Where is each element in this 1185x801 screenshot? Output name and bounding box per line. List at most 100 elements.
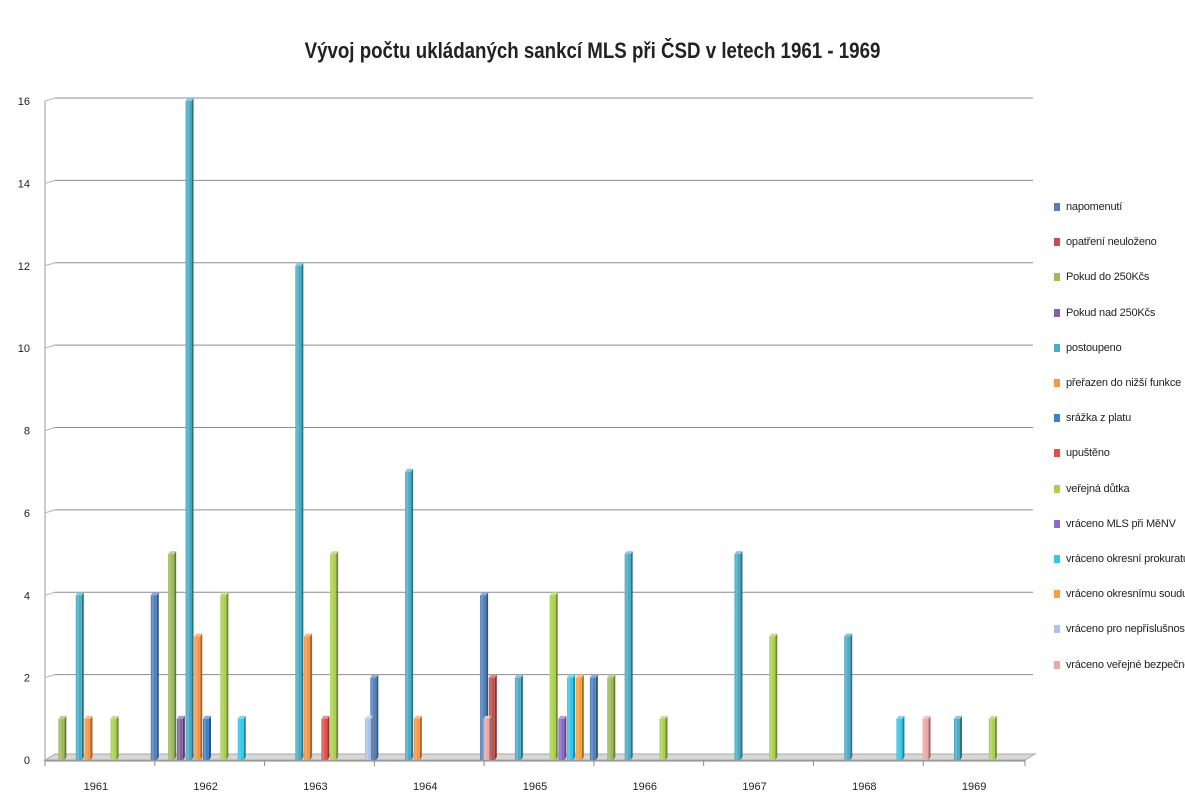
legend-label: vráceno okresnímu soudu (1066, 588, 1185, 601)
bar-highlight (322, 718, 325, 760)
x-tick-label: 1966 (633, 781, 657, 793)
bar-top (488, 674, 497, 678)
bar-top (922, 715, 931, 719)
bar-highlight (484, 718, 487, 760)
bar-highlight (111, 718, 114, 760)
bar-top (150, 592, 159, 596)
bar-side (191, 98, 194, 760)
bar-highlight (406, 471, 409, 760)
legend-swatch (1054, 449, 1060, 458)
legend-swatch (1054, 414, 1060, 423)
legend-label: vráceno pro nepříslušnost (1066, 623, 1185, 636)
bar-highlight (76, 595, 79, 760)
legend-label: vráceno okresní prokuratuře (1066, 553, 1185, 565)
bar-side (419, 715, 422, 760)
legend-item: postoupeno (1054, 339, 1122, 357)
bar-side (630, 551, 633, 760)
legend-item: opatření neuloženo (1054, 233, 1157, 251)
bar-side (994, 715, 997, 760)
bar-highlight (897, 718, 900, 760)
bar-side (613, 674, 616, 760)
bar-highlight (955, 718, 958, 760)
bar-top (607, 674, 616, 678)
bar-top (549, 592, 558, 596)
bar-side (564, 715, 567, 760)
bar-highlight (568, 677, 571, 760)
bar-side (208, 715, 211, 760)
bar-highlight (305, 636, 308, 760)
legend-item: vráceno okresní prokuratuře (1054, 550, 1185, 568)
bar-top (659, 715, 668, 719)
bar-highlight (365, 718, 368, 760)
bar-side (64, 715, 67, 760)
bar-highlight (590, 677, 593, 760)
bar-side (850, 633, 853, 760)
bar-top (220, 592, 229, 596)
y-tick-label: 0 (24, 755, 30, 767)
bar-side (174, 551, 177, 760)
bar-side (494, 674, 497, 760)
bar-top (575, 674, 584, 678)
legend-swatch (1054, 625, 1060, 634)
bar-side (327, 715, 330, 760)
y-tick-label: 12 (18, 261, 30, 273)
gridline-depth (44, 674, 56, 679)
bar-top (589, 674, 598, 678)
y-tick-label: 14 (18, 178, 30, 190)
bar-top (734, 551, 743, 555)
bar-top (624, 551, 633, 555)
bar-highlight (735, 554, 738, 760)
bar-top (370, 674, 379, 678)
bar-highlight (186, 101, 189, 760)
legend-label: upuštěno (1066, 447, 1110, 460)
bar-highlight (625, 554, 628, 760)
y-tick-label: 4 (24, 590, 30, 602)
bar-highlight (550, 595, 553, 760)
legend-item: vráceno okresnímu soudu (1054, 585, 1185, 603)
bar-top (413, 715, 422, 719)
bar-highlight (169, 554, 172, 760)
bar-highlight (221, 595, 224, 760)
bar-top (405, 468, 414, 472)
legend-label: postoupeno (1066, 341, 1122, 354)
bar-top (988, 715, 997, 719)
bar-highlight (85, 718, 88, 760)
legend-item: Pokud nad 250Kčs (1054, 304, 1155, 322)
bar-side (370, 715, 373, 760)
bar-highlight (414, 718, 417, 760)
bar-top (844, 633, 853, 637)
bar-side (665, 715, 668, 760)
bar-highlight (331, 554, 334, 760)
bar-side (928, 715, 931, 760)
gridline-depth (44, 344, 56, 349)
y-tick-label: 16 (18, 96, 30, 108)
bar-highlight (559, 718, 562, 760)
bar-top (567, 674, 576, 678)
legend-label: napomenutí (1066, 201, 1123, 213)
bar-top (295, 262, 304, 266)
bar-highlight (238, 718, 241, 760)
legend-item: napomenutí (1054, 198, 1122, 216)
bar-top (954, 715, 963, 719)
legend-label: srážka z platu (1066, 412, 1132, 425)
x-tick-label: 1967 (742, 781, 766, 793)
bar-highlight (989, 718, 992, 760)
bar-side (336, 551, 339, 760)
bar-top (168, 551, 177, 555)
bar-side (301, 262, 304, 760)
y-tick-label: 6 (24, 508, 30, 520)
legend-label: veřejná důtka (1066, 482, 1130, 495)
bar-highlight (923, 718, 926, 760)
gridline-depth (44, 509, 56, 514)
bar-top (176, 715, 185, 719)
bar-side (960, 715, 963, 760)
legend-swatch (1054, 203, 1060, 211)
bar-highlight (515, 677, 518, 760)
bar-side (740, 551, 743, 760)
bar-side (902, 715, 905, 760)
legend-item: vráceno MLS při MěNV (1054, 515, 1176, 533)
bar-top (321, 715, 330, 719)
x-tick-label: 1965 (523, 781, 547, 793)
y-tick-label: 2 (24, 673, 30, 685)
x-tick-label: 1961 (84, 781, 108, 793)
